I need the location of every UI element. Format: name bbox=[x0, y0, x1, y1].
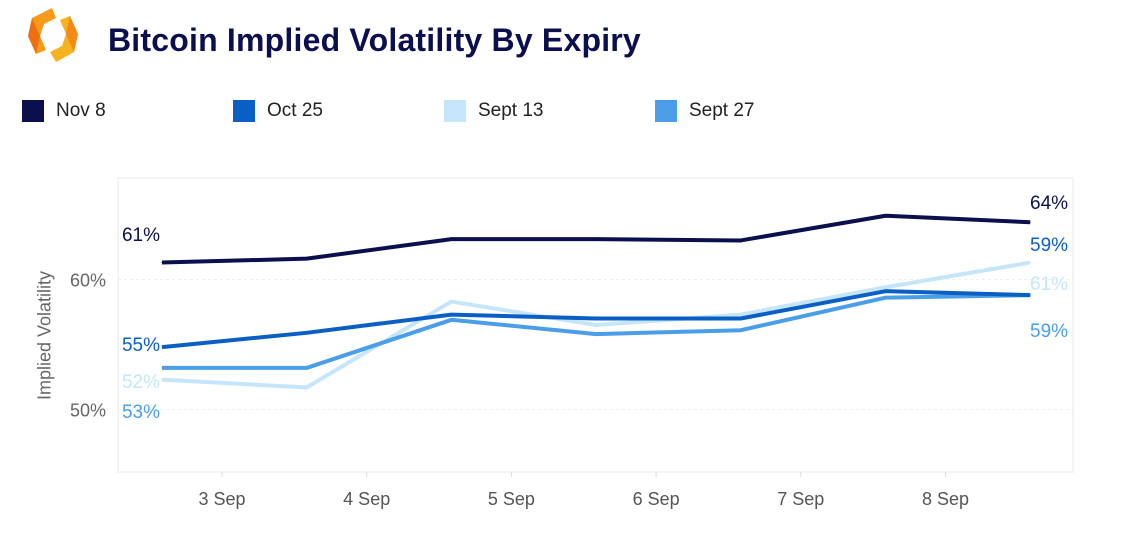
end-value-label: 61% bbox=[1030, 274, 1068, 295]
data-point bbox=[450, 301, 452, 303]
data-point bbox=[1029, 221, 1031, 223]
legend-item-sept-13: Sept 13 bbox=[444, 100, 655, 122]
end-value-label: 59% bbox=[1030, 321, 1068, 342]
orange-hexagon-logo bbox=[28, 8, 78, 62]
legend-item-oct-25: Oct 25 bbox=[233, 100, 444, 122]
start-value-label: 52% bbox=[122, 372, 160, 393]
legend-swatch bbox=[22, 100, 44, 122]
legend-swatch bbox=[233, 100, 255, 122]
data-point bbox=[161, 367, 163, 369]
data-point bbox=[740, 329, 742, 331]
data-point bbox=[450, 319, 452, 321]
legend-label: Sept 27 bbox=[689, 100, 755, 121]
legend: Nov 8 Oct 25 Sept 13 Sept 27 bbox=[22, 100, 866, 122]
data-point bbox=[1029, 262, 1031, 264]
data-point bbox=[595, 333, 597, 335]
data-point bbox=[450, 314, 452, 316]
chart-title: Bitcoin Implied Volatility By Expiry bbox=[108, 22, 641, 58]
data-point bbox=[595, 238, 597, 240]
plot-frame bbox=[117, 177, 1074, 473]
data-point bbox=[161, 379, 163, 381]
y-axis-title: Implied Volatility bbox=[34, 270, 55, 401]
series-line-sept-27 bbox=[162, 293, 1031, 370]
data-point bbox=[885, 215, 886, 217]
data-point bbox=[595, 324, 597, 326]
legend-item-nov-8: Nov 8 bbox=[22, 100, 233, 122]
x-tick-label: 6 Sep bbox=[633, 489, 680, 509]
y-tick-label: 50% bbox=[70, 401, 106, 421]
x-tick-label: 4 Sep bbox=[343, 489, 390, 509]
series-line-oct-25 bbox=[161, 289, 1031, 350]
data-point bbox=[306, 367, 308, 369]
data-point bbox=[595, 317, 597, 319]
data-point bbox=[306, 386, 308, 388]
x-tick-label: 5 Sep bbox=[488, 489, 535, 509]
legend-swatch bbox=[655, 100, 677, 122]
data-point bbox=[161, 346, 163, 348]
data-point bbox=[740, 239, 742, 241]
legend-label: Nov 8 bbox=[56, 100, 106, 121]
data-point bbox=[161, 262, 163, 264]
data-point bbox=[740, 317, 742, 319]
legend-label: Sept 13 bbox=[478, 100, 544, 121]
data-point bbox=[450, 238, 452, 240]
start-value-label: 53% bbox=[122, 402, 160, 423]
end-value-label: 59% bbox=[1030, 235, 1068, 256]
start-value-label: 61% bbox=[122, 225, 160, 246]
end-value-label: 64% bbox=[1030, 193, 1068, 214]
legend-item-sept-27: Sept 27 bbox=[655, 100, 866, 122]
start-value-label: 55% bbox=[122, 335, 160, 356]
data-point bbox=[885, 290, 886, 292]
data-point bbox=[885, 286, 886, 288]
legend-label: Oct 25 bbox=[267, 100, 323, 121]
data-point bbox=[306, 258, 308, 260]
y-tick-label: 60% bbox=[70, 270, 106, 290]
data-point bbox=[306, 332, 308, 334]
data-point bbox=[885, 297, 886, 299]
x-tick-label: 7 Sep bbox=[777, 489, 824, 509]
x-tick-label: 8 Sep bbox=[922, 489, 969, 509]
x-tick-label: 3 Sep bbox=[198, 489, 245, 509]
data-point bbox=[1029, 294, 1031, 296]
legend-swatch bbox=[444, 100, 466, 122]
data-point bbox=[740, 314, 742, 316]
